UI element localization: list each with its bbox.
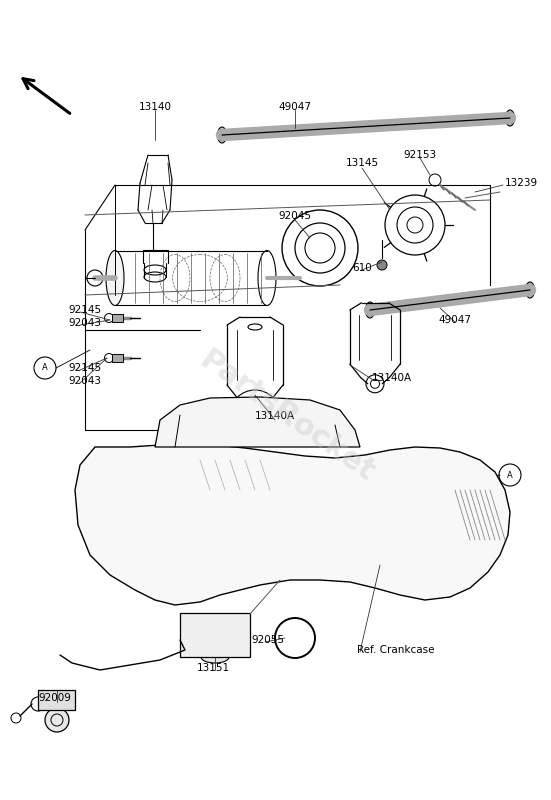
Polygon shape bbox=[75, 444, 510, 605]
Circle shape bbox=[377, 260, 387, 270]
Polygon shape bbox=[38, 690, 75, 710]
Text: 92045: 92045 bbox=[278, 211, 311, 221]
Text: 13239: 13239 bbox=[505, 178, 538, 188]
Text: 92043: 92043 bbox=[68, 318, 101, 328]
Text: 610: 610 bbox=[352, 263, 372, 273]
Text: A: A bbox=[507, 470, 513, 479]
Polygon shape bbox=[155, 397, 360, 447]
Polygon shape bbox=[180, 613, 250, 657]
Circle shape bbox=[45, 708, 69, 732]
Text: 92153: 92153 bbox=[403, 150, 436, 160]
Text: 49047: 49047 bbox=[439, 315, 472, 325]
Text: 92145: 92145 bbox=[68, 305, 101, 315]
Text: Ref. Crankcase: Ref. Crankcase bbox=[357, 645, 435, 655]
Text: 13151: 13151 bbox=[197, 663, 230, 673]
Text: 92145: 92145 bbox=[68, 363, 101, 373]
Text: 92009: 92009 bbox=[39, 693, 72, 703]
Text: 13140A: 13140A bbox=[372, 373, 412, 383]
Ellipse shape bbox=[526, 282, 534, 298]
Text: 92055: 92055 bbox=[251, 635, 284, 645]
Polygon shape bbox=[112, 354, 123, 362]
Ellipse shape bbox=[201, 651, 229, 663]
Text: A: A bbox=[42, 363, 48, 373]
Polygon shape bbox=[112, 314, 123, 322]
Text: 49047: 49047 bbox=[278, 102, 311, 112]
Text: 13145: 13145 bbox=[345, 158, 379, 168]
Ellipse shape bbox=[365, 302, 375, 318]
Text: 92043: 92043 bbox=[68, 376, 101, 386]
Ellipse shape bbox=[505, 110, 515, 126]
Ellipse shape bbox=[106, 250, 124, 306]
Ellipse shape bbox=[218, 127, 226, 143]
Text: 13140: 13140 bbox=[138, 102, 171, 112]
Text: PartsRocket: PartsRocket bbox=[193, 345, 380, 487]
Text: 13140A: 13140A bbox=[255, 411, 295, 421]
